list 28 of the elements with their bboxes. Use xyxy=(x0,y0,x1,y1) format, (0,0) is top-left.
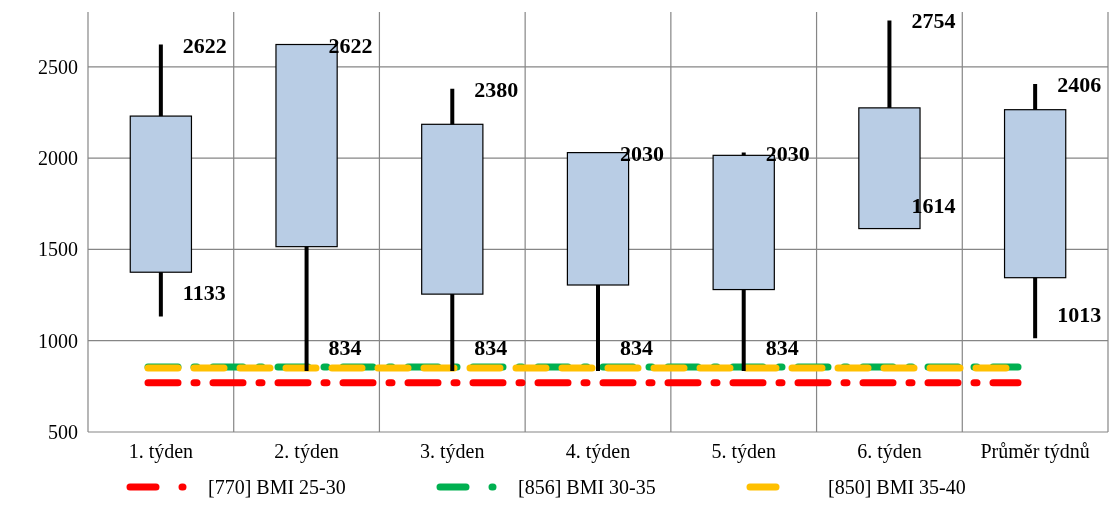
annotation: 834 xyxy=(620,335,653,361)
x-tick-label: Průměr týdnů xyxy=(980,440,1090,463)
annotation: 2406 xyxy=(1057,71,1102,97)
y-tick-label: 2500 xyxy=(38,55,78,78)
annotation: 834 xyxy=(328,335,362,361)
y-tick-label: 1500 xyxy=(38,238,78,261)
x-tick-label: 2. týden xyxy=(274,440,339,463)
x-tick-label: 6. týden xyxy=(857,440,922,463)
x-tick-label: 1. týden xyxy=(128,440,194,463)
x-tick-label: 4. týden xyxy=(565,440,631,463)
annotation: 834 xyxy=(474,335,508,361)
x-tick-label: 3. týden xyxy=(420,440,485,463)
y-tick-label: 500 xyxy=(48,421,78,443)
legend-label: [856] BMI 30-35 xyxy=(518,476,656,498)
legend-label: [770] BMI 25-30 xyxy=(208,476,346,498)
x-tick-label: 5. týden xyxy=(711,440,776,463)
y-tick-label: 1000 xyxy=(38,329,78,352)
annotation: 2754 xyxy=(911,8,956,34)
annotation: 2030 xyxy=(620,140,664,166)
annotation: 2030 xyxy=(765,140,810,166)
annotation: 2622 xyxy=(182,32,227,58)
annotation: 2380 xyxy=(474,76,519,102)
annotation: 2622 xyxy=(328,32,373,58)
annotation: 1133 xyxy=(182,280,226,306)
legend-label: [850] BMI 35-40 xyxy=(828,476,966,498)
y-tick-label: 2000 xyxy=(38,147,78,170)
annotation: 834 xyxy=(765,335,799,361)
annotation: 1013 xyxy=(1057,302,1102,328)
